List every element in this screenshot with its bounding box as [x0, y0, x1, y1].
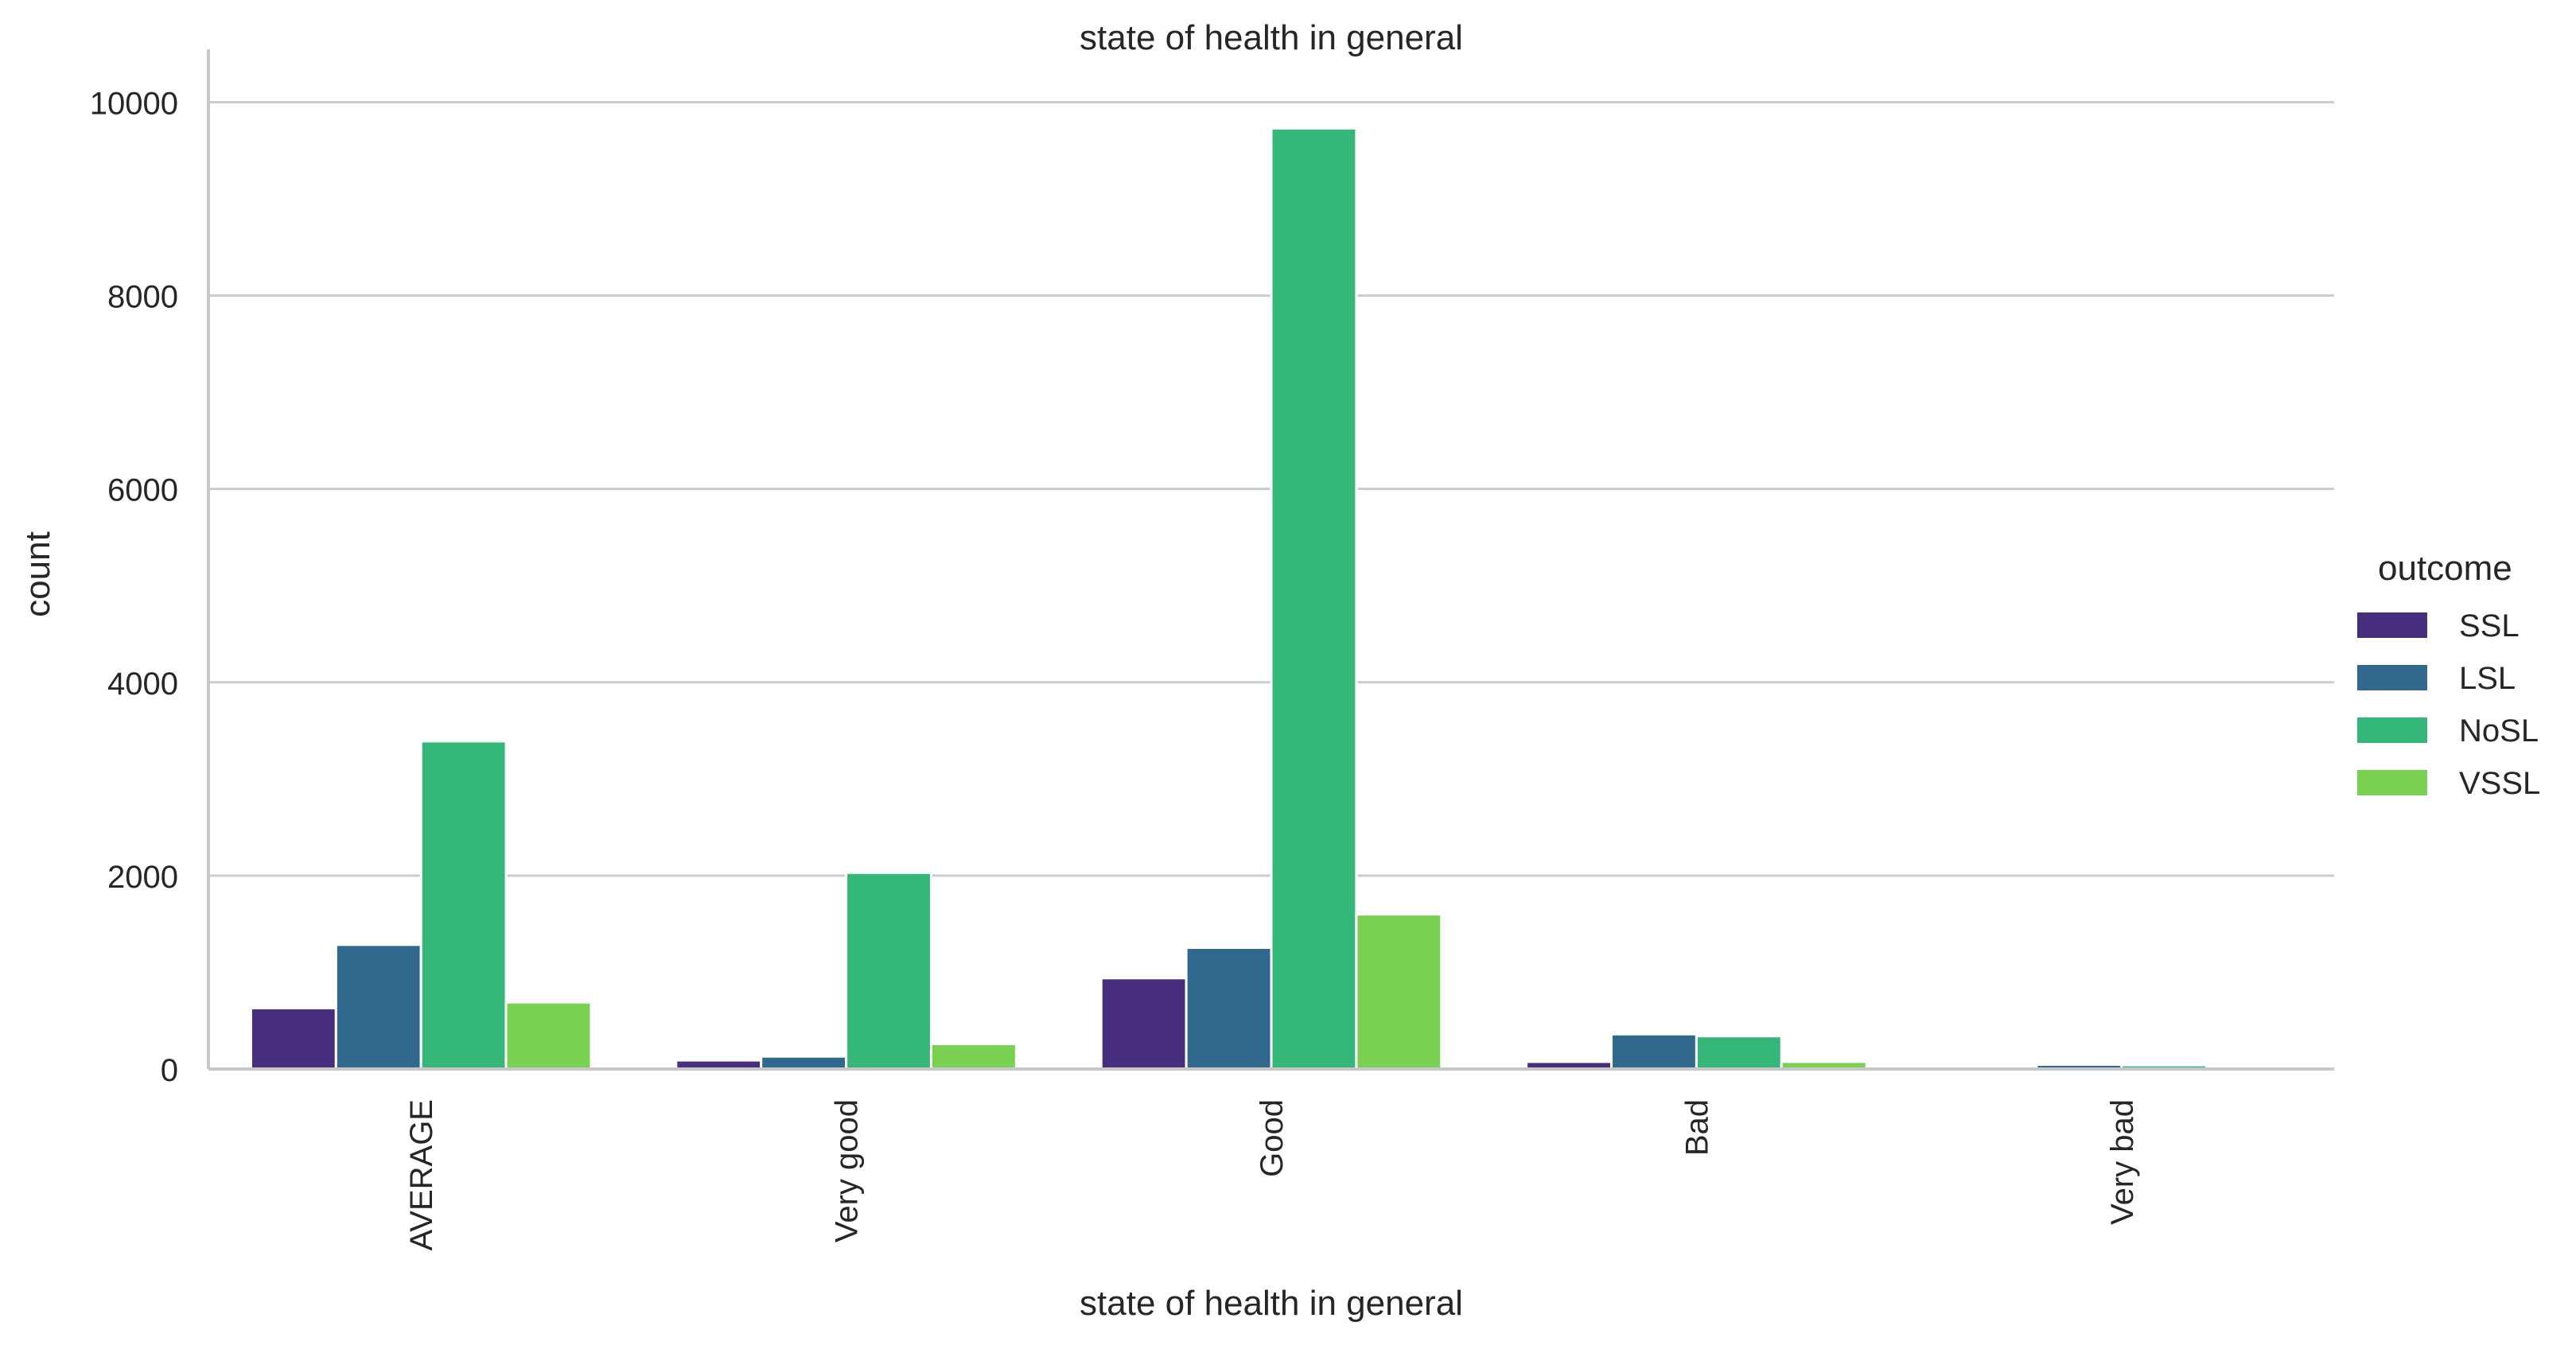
legend-swatch-ssl: [2357, 612, 2427, 638]
bar-nosl-bad: [1695, 1035, 1783, 1071]
bar-ssl-average: [249, 1006, 337, 1071]
x-tick-label: AVERAGE: [404, 1099, 439, 1250]
bar-nosl-very-good: [845, 871, 932, 1071]
bar-nosl-average: [419, 740, 508, 1071]
bar-lsl-good: [1185, 946, 1273, 1071]
bar-vssl-average: [504, 1001, 593, 1071]
x-axis-label: state of health in general: [1080, 1284, 1463, 1323]
bar-vssl-very-good: [929, 1042, 1018, 1071]
y-tick-label: 4000: [107, 667, 178, 702]
x-tick-label: Bad: [1679, 1099, 1714, 1156]
legend-swatch-vssl: [2357, 770, 2427, 795]
legend-label-ssl: SSL: [2459, 608, 2520, 643]
bar-lsl-very-good: [760, 1055, 848, 1071]
bar-nosl-good: [1270, 126, 1358, 1071]
legend-label-vssl: VSSL: [2459, 766, 2540, 801]
y-tick-label: 6000: [107, 473, 178, 508]
legend-label-nosl: NoSL: [2459, 713, 2539, 748]
axes: [207, 49, 2334, 1071]
legend-swatch-lsl: [2357, 665, 2427, 690]
x-tick-label: Very bad: [2105, 1099, 2140, 1225]
y-tick-label: 10000: [90, 86, 178, 121]
legend-swatch-nosl: [2357, 717, 2427, 743]
bars: [249, 126, 2294, 1071]
x-tick-label: Very good: [830, 1099, 865, 1242]
bar-lsl-average: [334, 943, 422, 1071]
legend-label-lsl: LSL: [2459, 661, 2516, 696]
y-tick-label: 0: [161, 1053, 178, 1088]
legend-title: outcome: [2378, 549, 2512, 588]
tick-labels: 0 2000 4000 6000 8000 10000 AVERAGE Very good Go…: [90, 86, 2140, 1250]
y-axis-label: count: [18, 531, 57, 617]
y-tick-label: 2000: [107, 860, 178, 895]
legend: outcome SSL LSL NoSL VSSL: [2357, 549, 2540, 801]
bar-vssl-good: [1355, 913, 1443, 1071]
x-tick-label: Good: [1255, 1099, 1290, 1177]
bar-ssl-good: [1099, 977, 1188, 1071]
bar-lsl-bad: [1610, 1032, 1698, 1071]
chart-title: state of health in general: [1080, 18, 1463, 57]
y-tick-label: 8000: [107, 280, 178, 315]
